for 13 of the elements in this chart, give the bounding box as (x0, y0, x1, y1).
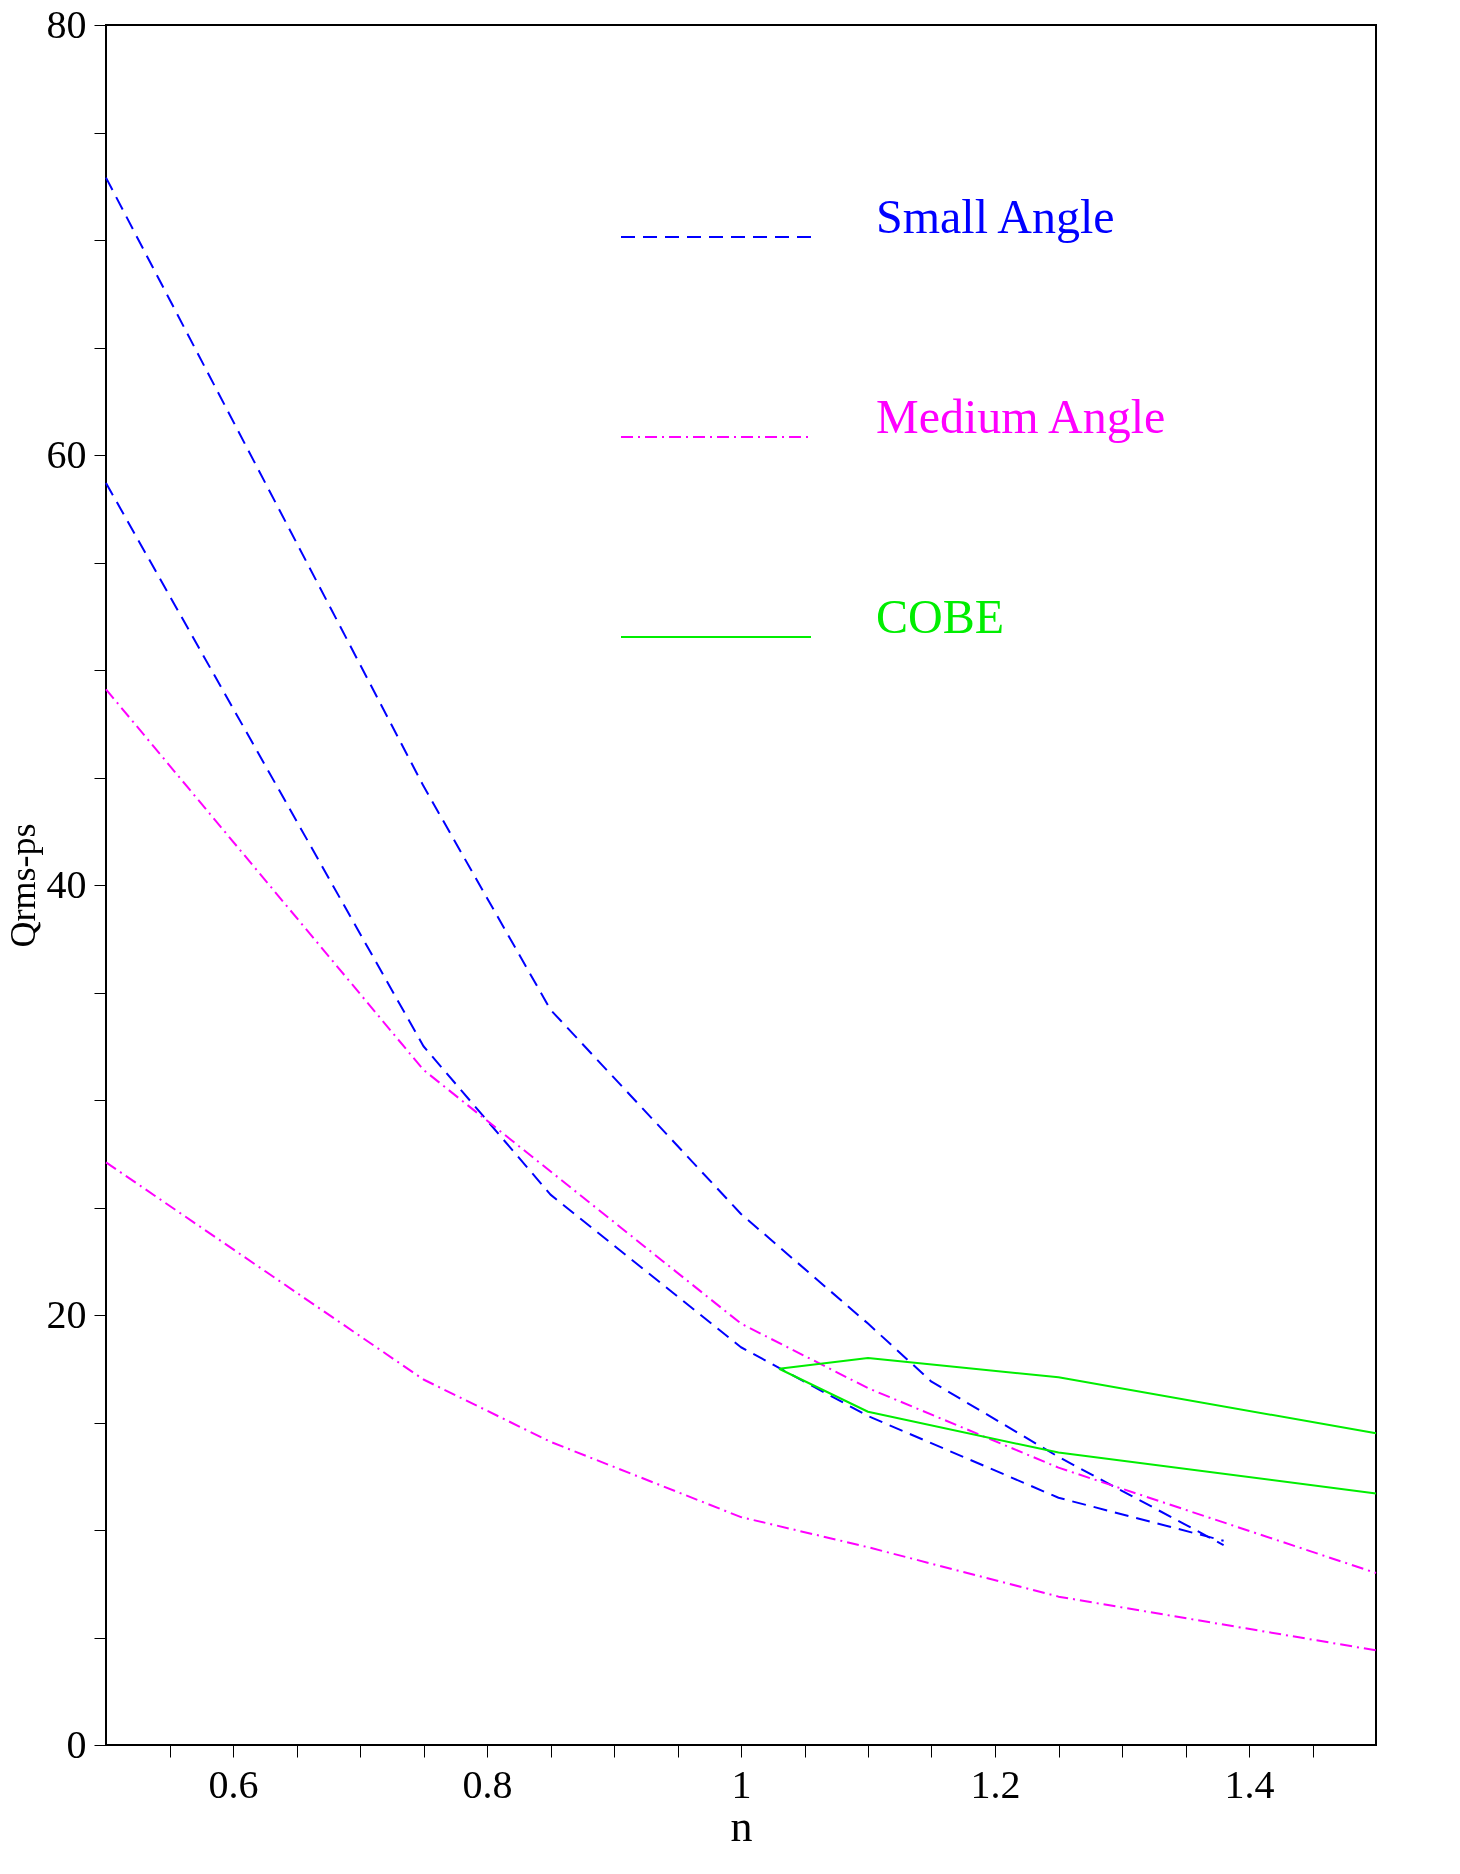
y-axis-title: Qrms-ps (2, 823, 43, 948)
x-tick-label: 0.8 (462, 1761, 513, 1807)
legend-label: COBE (876, 590, 1005, 643)
x-tick-label: 0.6 (208, 1761, 259, 1807)
legend-label: Medium Angle (876, 390, 1166, 443)
legend-label: Small Angle (876, 190, 1115, 243)
y-tick-label: 80 (46, 1, 87, 47)
y-tick-label: 40 (46, 861, 87, 907)
y-tick-label: 20 (46, 1291, 87, 1337)
y-tick-label: 0 (66, 1721, 87, 1767)
y-tick-label: 60 (46, 431, 87, 477)
x-tick-label: 1.4 (1224, 1761, 1275, 1807)
x-tick-label: 1.2 (970, 1761, 1021, 1807)
